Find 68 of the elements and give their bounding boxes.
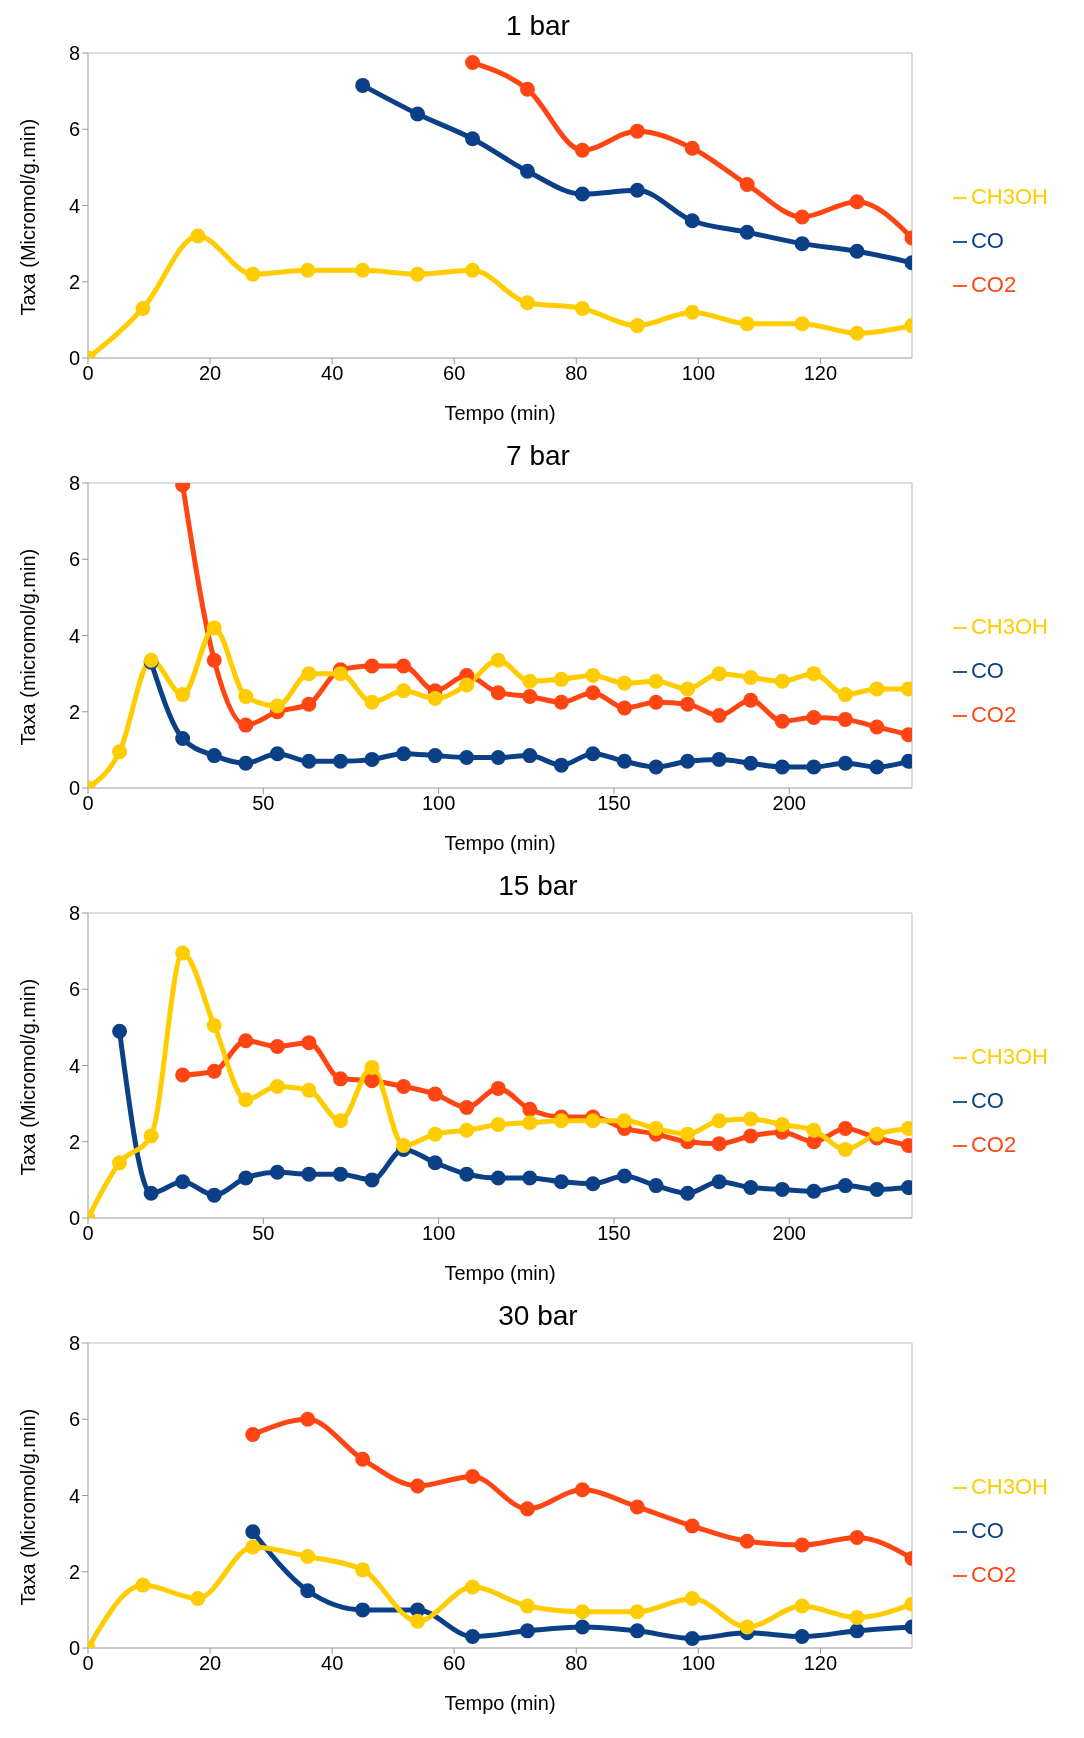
x-axis-title: Tempo (min) [444, 1262, 556, 1284]
y-axis-title: Taxa (micromol/g.min) [17, 548, 40, 746]
y-tick-label: 4 [68, 1484, 80, 1507]
y-axis-title: Taxa (Micromol/g.min) [17, 1408, 40, 1606]
x-axis-title: Tempo (min) [444, 1692, 556, 1714]
legend-label: CO2 [970, 1562, 1017, 1587]
legend-label: CO2 [970, 702, 1017, 727]
y-tick-label: 6 [68, 978, 80, 1001]
x-tick-label: 100 [421, 792, 456, 815]
x-tick-label: 60 [443, 1652, 466, 1675]
chart-title: 30 bar [497, 1299, 579, 1333]
y-tick-label: 2 [68, 1130, 80, 1153]
x-tick-label: 150 [597, 1222, 631, 1245]
y-tick-label: 0 [68, 1637, 80, 1660]
y-tick-label: 2 [68, 270, 80, 293]
legend-label: CO [970, 228, 1004, 253]
legend-label: CH3OH [970, 1474, 1048, 1499]
y-tick-label: 6 [68, 118, 80, 141]
x-tick-label: 0 [82, 1222, 94, 1245]
y-tick-label: 4 [68, 194, 80, 217]
legend-label: CO [970, 1518, 1004, 1543]
y-tick-label: 4 [68, 624, 80, 647]
y-axis-title: Taxa (Micromol/g.min) [17, 978, 40, 1176]
chart-title: 15 bar [497, 869, 579, 903]
y-tick-label: 8 [68, 1332, 80, 1355]
y-axis-title: Taxa (Micromol/g.min) [17, 118, 40, 316]
y-tick-label: 6 [68, 1408, 80, 1431]
chart-title: 1 bar [505, 9, 571, 43]
legend-label: CO [970, 1088, 1004, 1113]
legend-label: CO2 [970, 1132, 1017, 1157]
x-tick-label: 200 [772, 1222, 806, 1245]
x-tick-label: 0 [82, 362, 94, 385]
x-tick-label: 0 [82, 792, 94, 815]
x-tick-label: 20 [198, 362, 222, 385]
legend-label: CH3OH [970, 184, 1048, 209]
y-tick-label: 8 [68, 42, 80, 65]
x-tick-label: 50 [252, 792, 275, 815]
x-tick-label: 50 [252, 1222, 275, 1245]
x-tick-label: 40 [321, 1652, 344, 1675]
x-tick-label: 20 [198, 1652, 222, 1675]
x-tick-label: 0 [82, 1652, 94, 1675]
x-tick-label: 60 [443, 362, 466, 385]
x-axis-title: Tempo (min) [444, 402, 556, 424]
chart-title: 7 bar [505, 439, 571, 473]
legend-label: CO2 [970, 272, 1017, 297]
y-tick-label: 0 [68, 777, 80, 800]
x-tick-label: 100 [681, 1652, 716, 1675]
x-tick-label: 120 [803, 1652, 838, 1675]
y-tick-label: 0 [68, 347, 80, 370]
y-tick-label: 8 [68, 902, 80, 925]
x-tick-label: 150 [597, 792, 631, 815]
legend-label: CH3OH [970, 1044, 1048, 1069]
x-tick-label: 200 [772, 792, 806, 815]
y-tick-label: 0 [68, 1207, 80, 1230]
x-tick-label: 100 [681, 362, 716, 385]
y-tick-label: 4 [68, 1054, 80, 1077]
x-tick-label: 80 [565, 362, 588, 385]
legend-label: CH3OH [970, 614, 1048, 639]
x-tick-label: 120 [803, 362, 838, 385]
legend-label: CO [970, 658, 1004, 683]
y-tick-label: 2 [68, 700, 80, 723]
y-tick-label: 8 [68, 472, 80, 495]
x-tick-label: 40 [321, 362, 344, 385]
x-axis-title: Tempo (min) [444, 832, 556, 854]
y-tick-label: 6 [68, 548, 80, 571]
x-tick-label: 100 [421, 1222, 456, 1245]
x-tick-label: 80 [565, 1652, 588, 1675]
y-tick-label: 2 [68, 1560, 80, 1583]
